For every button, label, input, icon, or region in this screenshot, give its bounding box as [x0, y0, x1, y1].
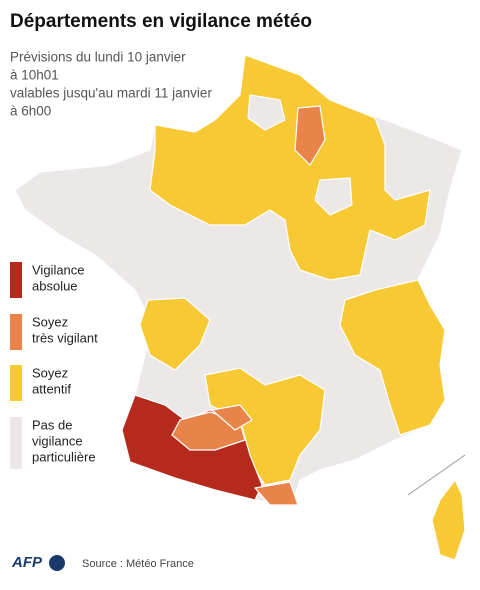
- alps-yellow: [339, 279, 446, 436]
- centre-gap: [314, 177, 353, 216]
- legend-swatch: [10, 417, 22, 469]
- legend-label: Soyez: [32, 314, 68, 329]
- subtitle-line: à 6h00: [10, 104, 51, 119]
- subtitle-line: Prévisions du lundi 10 janvier: [10, 50, 186, 65]
- orange-pyrenees: [254, 481, 299, 506]
- subtitle-line: à 10h01: [10, 68, 59, 83]
- legend-label: attentif: [32, 381, 71, 396]
- legend-label: Pas de: [32, 417, 72, 432]
- legend-label: Vigilance: [32, 262, 85, 277]
- subtitle-line: valables jusqu'au mardi 11 janvier: [10, 86, 212, 101]
- paris-area: [247, 94, 286, 131]
- legend-label: très vigilant: [32, 330, 98, 345]
- legend-swatch: [10, 262, 22, 298]
- title: Départements en vigilance météo: [10, 11, 312, 32]
- inset-line: [407, 454, 466, 496]
- logo: AFP: [11, 554, 43, 571]
- west-yellow: [139, 297, 211, 371]
- map: [14, 54, 466, 561]
- legend-swatch: [10, 365, 22, 401]
- legend-label: Soyez: [32, 365, 68, 380]
- legend-swatch: [10, 314, 22, 350]
- north-yellow: [149, 54, 431, 281]
- orange-north: [294, 105, 326, 166]
- legend-label: absolue: [32, 278, 78, 293]
- legend-label: vigilance: [32, 433, 83, 448]
- source: Source : Météo France: [82, 558, 194, 570]
- orange-center: [211, 404, 253, 431]
- corsica: [431, 479, 466, 561]
- logo-dot: [49, 555, 65, 571]
- legend-label: particulière: [32, 449, 96, 464]
